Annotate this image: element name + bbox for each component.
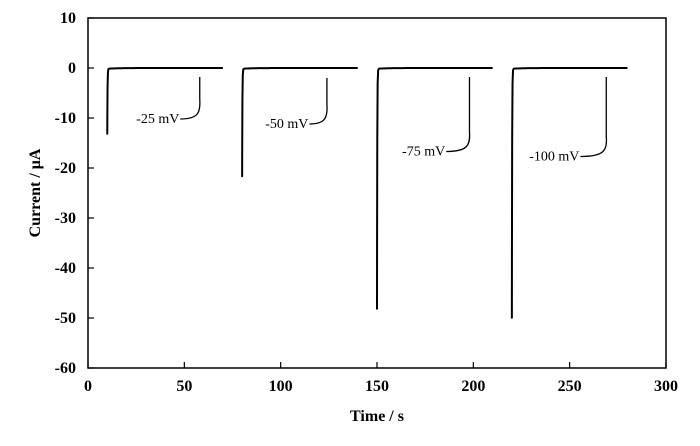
y-tick-label: -30 xyxy=(55,210,76,227)
x-tick-label: 250 xyxy=(558,378,582,395)
y-tick-label: 0 xyxy=(68,60,76,77)
series-leader-line-3 xyxy=(446,77,471,153)
series-label-3: -75 mV xyxy=(402,145,445,160)
x-axis-title: Time / s xyxy=(350,408,404,425)
x-tick-label: 200 xyxy=(461,378,485,395)
series-leader-line-4 xyxy=(580,77,608,158)
y-tick-label: -10 xyxy=(55,110,76,127)
series-label-1: -25 mV xyxy=(136,112,179,127)
y-tick-label: -60 xyxy=(55,360,76,377)
series-label-2: -50 mV xyxy=(265,117,308,132)
series-curve-3 xyxy=(376,67,493,310)
series-label-4: -100 mV xyxy=(529,150,579,165)
series-curve-2 xyxy=(241,67,358,178)
x-tick-label: 100 xyxy=(269,378,293,395)
x-tick-label: 300 xyxy=(654,378,678,395)
series-leader-line-2 xyxy=(309,78,328,125)
y-tick-label: 10 xyxy=(60,10,76,27)
y-tick-label: -50 xyxy=(55,310,76,327)
y-tick-label: -20 xyxy=(55,160,76,177)
series-curve-4 xyxy=(510,67,628,319)
x-tick-label: 150 xyxy=(365,378,389,395)
series-curve-1 xyxy=(106,67,223,135)
series-leader-line-1 xyxy=(180,77,201,120)
x-tick-label: 0 xyxy=(84,378,92,395)
x-tick-label: 50 xyxy=(176,378,192,395)
y-tick-label: -40 xyxy=(55,260,76,277)
y-axis-title: Current / μA xyxy=(27,148,44,237)
